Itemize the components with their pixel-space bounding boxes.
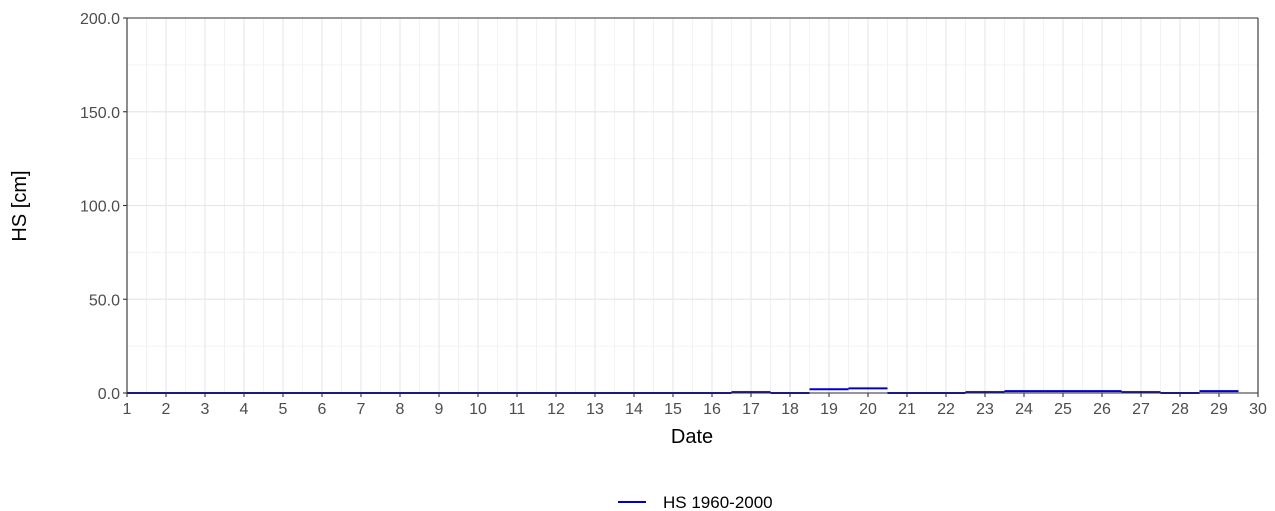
x-tick-label-26: 26: [1093, 401, 1111, 418]
x-tick-label-16: 16: [703, 401, 721, 418]
x-tick-label-28: 28: [1171, 401, 1189, 418]
x-tick-label-30: 30: [1249, 401, 1267, 418]
x-tick-label-20: 20: [859, 401, 877, 418]
x-tick-label-22: 22: [937, 401, 955, 418]
y-tick-label-100: 100.0: [80, 199, 120, 216]
x-tick-label-2: 2: [162, 401, 171, 418]
y-tick-label-150: 150.0: [80, 105, 120, 122]
y-axis-title: HS [cm]: [9, 170, 31, 241]
x-tick-label-4: 4: [240, 401, 249, 418]
x-tick-label-15: 15: [664, 401, 682, 418]
x-tick-label-27: 27: [1132, 401, 1150, 418]
x-tick-label-19: 19: [820, 401, 838, 418]
x-tick-label-10: 10: [469, 401, 487, 418]
x-tick-label-24: 24: [1015, 401, 1033, 418]
x-tick-label-6: 6: [318, 401, 327, 418]
x-tick-label-25: 25: [1054, 401, 1072, 418]
x-tick-label-18: 18: [781, 401, 799, 418]
x-axis-ticks: 1 2 3 4 5 6 7 8 9 10 11 12 13 14 15 16 17 18 19 20 21 22 23 24 2…: [123, 393, 1267, 418]
series-layer: [127, 387, 1239, 394]
x-tick-label-14: 14: [625, 401, 643, 418]
major-gridlines: [126, 17, 1259, 394]
y-tick-label-200: 200.0: [80, 11, 120, 28]
y-tick-label-0: 0.0: [98, 386, 120, 403]
x-tick-label-9: 9: [435, 401, 444, 418]
y-tick-label-50: 50.0: [89, 292, 120, 309]
x-tick-label-3: 3: [201, 401, 210, 418]
x-tick-label-13: 13: [586, 401, 604, 418]
legend-label-hs-1960-2000: HS 1960-2000: [663, 493, 773, 511]
x-axis-title: Date: [671, 426, 713, 448]
x-tick-label-12: 12: [547, 401, 565, 418]
x-tick-label-7: 7: [357, 401, 366, 418]
x-tick-label-21: 21: [898, 401, 916, 418]
x-tick-label-17: 17: [742, 401, 760, 418]
y-axis-ticks: 0.0 50.0 100.0 150.0 200.0: [80, 11, 127, 403]
x-tick-label-29: 29: [1210, 401, 1228, 418]
x-tick-label-23: 23: [976, 401, 994, 418]
x-tick-label-1: 1: [123, 401, 132, 418]
legend: HS 1960-2000: [618, 493, 773, 511]
x-tick-label-5: 5: [279, 401, 288, 418]
x-tick-label-8: 8: [396, 401, 405, 418]
x-tick-label-11: 11: [509, 401, 526, 418]
